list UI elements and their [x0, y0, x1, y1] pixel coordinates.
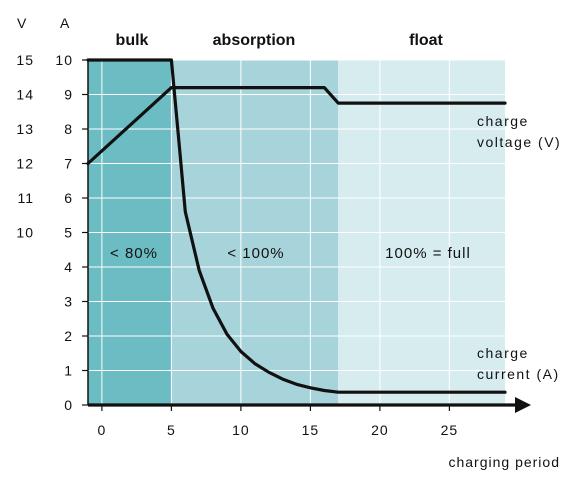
y-right-tick-label-5: 5	[64, 225, 73, 241]
voltage-curve	[86, 85, 507, 166]
phase-absorption-label: absorption	[213, 32, 296, 49]
phase-bulk-label: bulk	[116, 32, 149, 49]
x-tick-label-20: 20	[371, 422, 389, 438]
y-right-tick-label-7: 7	[64, 156, 73, 172]
y-right-tick-label-9: 9	[64, 87, 73, 103]
float-level-label: 100% = full	[385, 245, 471, 262]
current-label-line2: current (A)	[477, 366, 560, 382]
y-right-tick-label-6: 6	[64, 190, 73, 206]
y-right-tick-label-2: 2	[64, 328, 73, 344]
x-axis-title: charging period	[448, 454, 560, 470]
x-axis-arrow	[515, 397, 531, 413]
y-left-tick-label-13: 13	[16, 121, 34, 137]
y-right-axis-label: A	[60, 15, 70, 31]
x-tick-label-5: 5	[167, 422, 176, 438]
y-left-tick-label-11: 11	[17, 190, 34, 206]
y-right-tick-label-1: 1	[64, 363, 73, 379]
y-right-tick-label-8: 8	[64, 121, 73, 137]
voltage-label-line1: charge	[477, 113, 529, 129]
y-left-axis-label: V	[17, 15, 27, 31]
current-curve	[86, 58, 507, 394]
y-left-tick-label-15: 15	[16, 52, 34, 68]
y-right-tick-label-4: 4	[64, 259, 73, 275]
current-label-line1: charge	[477, 345, 529, 361]
bulk-level-label: < 80%	[110, 245, 158, 262]
y-right-tick-label-3: 3	[64, 294, 73, 310]
y-left-tick-label-12: 12	[16, 156, 34, 172]
absorption-level-label: < 100%	[227, 245, 284, 262]
y-right-tick-label-0: 0	[64, 397, 73, 413]
phase-float-label: float	[409, 32, 443, 49]
x-tick-label-25: 25	[441, 422, 459, 438]
x-tick-label-15: 15	[302, 422, 320, 438]
curves	[86, 58, 507, 394]
y-left-tick-label-10: 10	[16, 225, 34, 241]
grid-lines	[88, 59, 505, 405]
y-left-tick-label-14: 14	[16, 87, 34, 103]
x-tick-label-0: 0	[98, 422, 107, 438]
x-tick-label-10: 10	[232, 422, 250, 438]
voltage-label-line2: voltage (V)	[477, 134, 561, 150]
y-right-tick-label-10: 10	[55, 52, 73, 68]
